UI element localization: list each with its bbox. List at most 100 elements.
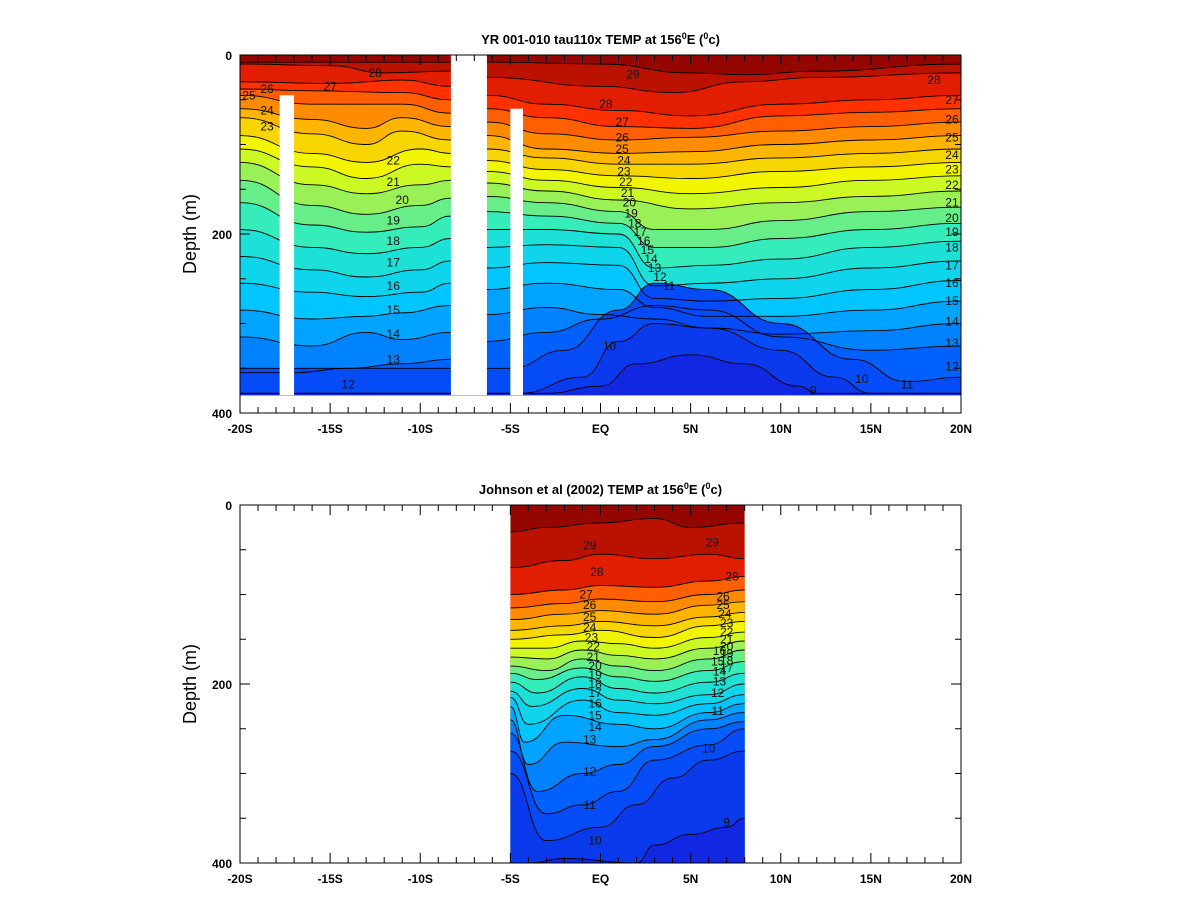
contour-label: 16	[637, 234, 651, 248]
contour-label: 14	[945, 315, 959, 329]
contour-label: 23	[585, 630, 599, 644]
x-tick-label: -20S	[227, 872, 252, 886]
contour-label: 19	[624, 206, 638, 220]
contour-21	[510, 631, 745, 649]
contour-label: 29	[626, 68, 640, 82]
contour-17	[510, 672, 745, 694]
y-axis-label: Depth (m)	[180, 644, 200, 724]
contour-label: 17	[633, 225, 647, 239]
contour-label: 22	[387, 154, 401, 168]
x-tick-label: 15N	[860, 422, 882, 436]
contour-label: 21	[720, 632, 734, 646]
chart-title: Johnson et al (2002) TEMP at 1560E (0c)	[479, 481, 722, 497]
contour-15	[240, 262, 961, 302]
contour-label: 14	[588, 720, 602, 734]
contour-18	[510, 661, 745, 682]
contour-label: 28	[369, 66, 383, 80]
contour-label: 12	[653, 270, 667, 284]
contour-label: 24	[945, 148, 959, 162]
contour-label: 13	[387, 352, 401, 366]
contour-label: 9	[723, 816, 730, 830]
contour-label: 11	[711, 704, 724, 718]
contour-label: 16	[387, 279, 401, 293]
contour-26	[510, 576, 745, 595]
contour-label: 26	[260, 82, 274, 96]
x-tick-label: -10S	[408, 422, 433, 436]
contour-label: 17	[588, 686, 602, 700]
contour-label: 10	[855, 372, 869, 386]
contour-label: 27	[615, 115, 629, 129]
contour-label: 20	[720, 639, 734, 653]
contour-label: 20	[945, 211, 959, 225]
x-tick-label: 10N	[770, 422, 792, 436]
contour-18	[240, 202, 961, 248]
contour-label: 17	[387, 256, 401, 270]
contour-29	[510, 517, 745, 533]
contour-14	[510, 703, 745, 743]
x-tick-label: 20N	[950, 422, 972, 436]
x-tick-label: EQ	[592, 422, 609, 436]
contour-26	[240, 88, 961, 129]
contour-19	[510, 649, 745, 672]
contour-label: 29	[706, 536, 720, 550]
data-gap	[510, 108, 523, 396]
contour-label: 22	[619, 175, 633, 189]
contour-13	[510, 712, 745, 765]
contour-label: 15	[711, 655, 725, 669]
band-9	[240, 354, 961, 396]
contour-22	[510, 620, 745, 640]
contour-label: 9	[810, 384, 817, 398]
contour-label: 27	[579, 588, 593, 602]
contour-label: 25	[945, 130, 959, 144]
x-tick-label: -10S	[408, 872, 433, 886]
contour-label: 24	[617, 154, 631, 168]
data-gap	[450, 55, 487, 396]
contour-label: 28	[599, 97, 613, 111]
contour-label: 26	[716, 589, 730, 603]
x-tick-label: -20S	[227, 422, 252, 436]
x-tick-label: 5N	[683, 872, 698, 886]
contour-label: 18	[720, 654, 734, 668]
contour-13	[240, 306, 961, 347]
contour-label: 15	[641, 243, 655, 257]
contour-label: 28	[927, 73, 941, 87]
contour-label: 21	[621, 186, 635, 200]
contour-29	[240, 61, 961, 76]
temperature-field: 2827262524232221201918171615141312292827…	[240, 55, 961, 407]
x-tick-label: 10N	[770, 872, 792, 886]
contour-label: 19	[945, 225, 959, 239]
contour-label: 18	[945, 240, 959, 254]
contour-label: 23	[260, 120, 274, 134]
contour-label: 26	[583, 598, 597, 612]
contour-label: 24	[718, 607, 732, 621]
contour-23	[240, 117, 961, 165]
x-tick-label: 20N	[950, 872, 972, 886]
data-gap	[279, 95, 295, 396]
contour-label: 25	[716, 598, 730, 612]
contour-label: 16	[713, 644, 727, 658]
contour-label: 14	[713, 664, 727, 678]
contour-16	[510, 683, 745, 707]
contour-label: 12	[341, 377, 355, 391]
contour-label: 12	[945, 359, 959, 373]
contour-28	[240, 63, 961, 94]
contour-label: 16	[945, 276, 959, 290]
contour-label: 11	[663, 279, 676, 293]
contour-28	[510, 553, 745, 569]
contour-label: 19	[588, 668, 602, 682]
contour-label: 24	[260, 103, 274, 117]
contour-label: 25	[583, 610, 597, 624]
contour-label: 22	[587, 639, 601, 653]
contour-11	[240, 282, 961, 383]
contour-label: 22	[720, 625, 734, 639]
y-tick-label: 400	[212, 857, 232, 871]
y-axis-label: Depth (m)	[180, 194, 200, 274]
contour-16	[240, 244, 961, 287]
contour-label: 9	[561, 393, 568, 407]
contour-label: 11	[583, 798, 596, 812]
contour-label: 19	[720, 647, 734, 661]
contour-label: 18	[628, 216, 642, 230]
contour-label: 19	[387, 214, 401, 228]
y-tick-label: 200	[212, 678, 232, 692]
